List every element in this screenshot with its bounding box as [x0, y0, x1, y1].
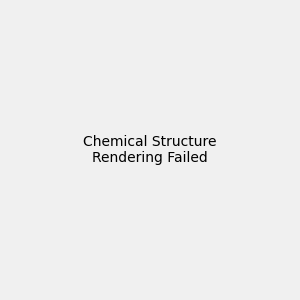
Text: Chemical Structure
Rendering Failed: Chemical Structure Rendering Failed — [83, 135, 217, 165]
